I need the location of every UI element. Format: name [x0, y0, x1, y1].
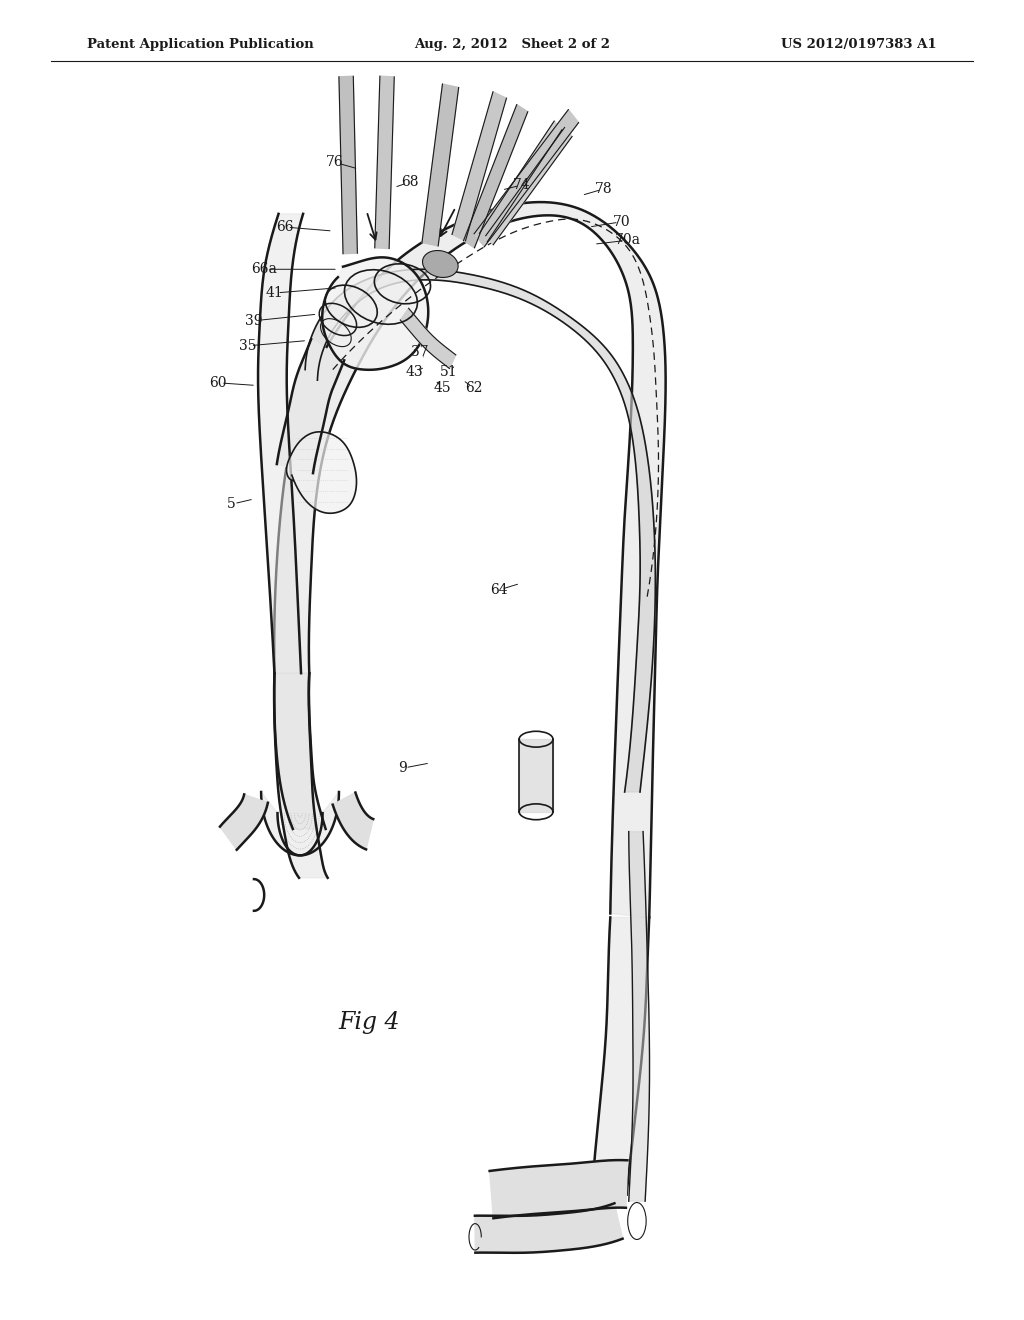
Polygon shape	[485, 128, 572, 244]
Text: 64: 64	[489, 583, 508, 597]
Polygon shape	[629, 832, 649, 1201]
Polygon shape	[261, 792, 339, 855]
Text: 70: 70	[612, 215, 631, 228]
Text: 66a: 66a	[251, 263, 278, 276]
Text: 5: 5	[227, 498, 236, 511]
Polygon shape	[274, 673, 328, 878]
Ellipse shape	[423, 251, 458, 277]
Text: 66: 66	[275, 220, 294, 234]
Polygon shape	[592, 917, 649, 1195]
Text: 51: 51	[439, 366, 458, 379]
Polygon shape	[422, 84, 459, 246]
Polygon shape	[475, 1204, 623, 1253]
Polygon shape	[258, 214, 303, 673]
Polygon shape	[220, 795, 268, 850]
Text: 76: 76	[326, 156, 344, 169]
Polygon shape	[274, 673, 326, 829]
Text: 78: 78	[595, 182, 613, 195]
Text: 39: 39	[245, 314, 263, 327]
Text: 35: 35	[239, 339, 257, 352]
Polygon shape	[489, 1160, 628, 1218]
Polygon shape	[333, 792, 374, 849]
Polygon shape	[276, 339, 344, 473]
Polygon shape	[452, 92, 507, 240]
Text: 60: 60	[209, 376, 227, 389]
Text: 70a: 70a	[614, 234, 641, 247]
Polygon shape	[287, 432, 356, 513]
Text: 68: 68	[400, 176, 419, 189]
Text: 37: 37	[411, 346, 429, 359]
Polygon shape	[305, 269, 655, 792]
Text: 45: 45	[433, 381, 452, 395]
Polygon shape	[274, 202, 666, 917]
Polygon shape	[519, 739, 553, 812]
Text: US 2012/0197383 A1: US 2012/0197383 A1	[781, 38, 937, 51]
Text: 43: 43	[406, 366, 424, 379]
Text: 41: 41	[265, 286, 284, 300]
Polygon shape	[375, 77, 394, 248]
Text: 9: 9	[398, 762, 407, 775]
Polygon shape	[464, 104, 527, 248]
Text: 62: 62	[465, 381, 483, 395]
Text: 74: 74	[513, 178, 531, 191]
Text: Aug. 2, 2012   Sheet 2 of 2: Aug. 2, 2012 Sheet 2 of 2	[414, 38, 610, 51]
Polygon shape	[479, 121, 562, 242]
Text: Fig 4: Fig 4	[338, 1011, 399, 1035]
Polygon shape	[323, 257, 428, 370]
Polygon shape	[474, 110, 579, 247]
Polygon shape	[400, 309, 456, 368]
Text: Patent Application Publication: Patent Application Publication	[87, 38, 313, 51]
Polygon shape	[339, 77, 357, 253]
